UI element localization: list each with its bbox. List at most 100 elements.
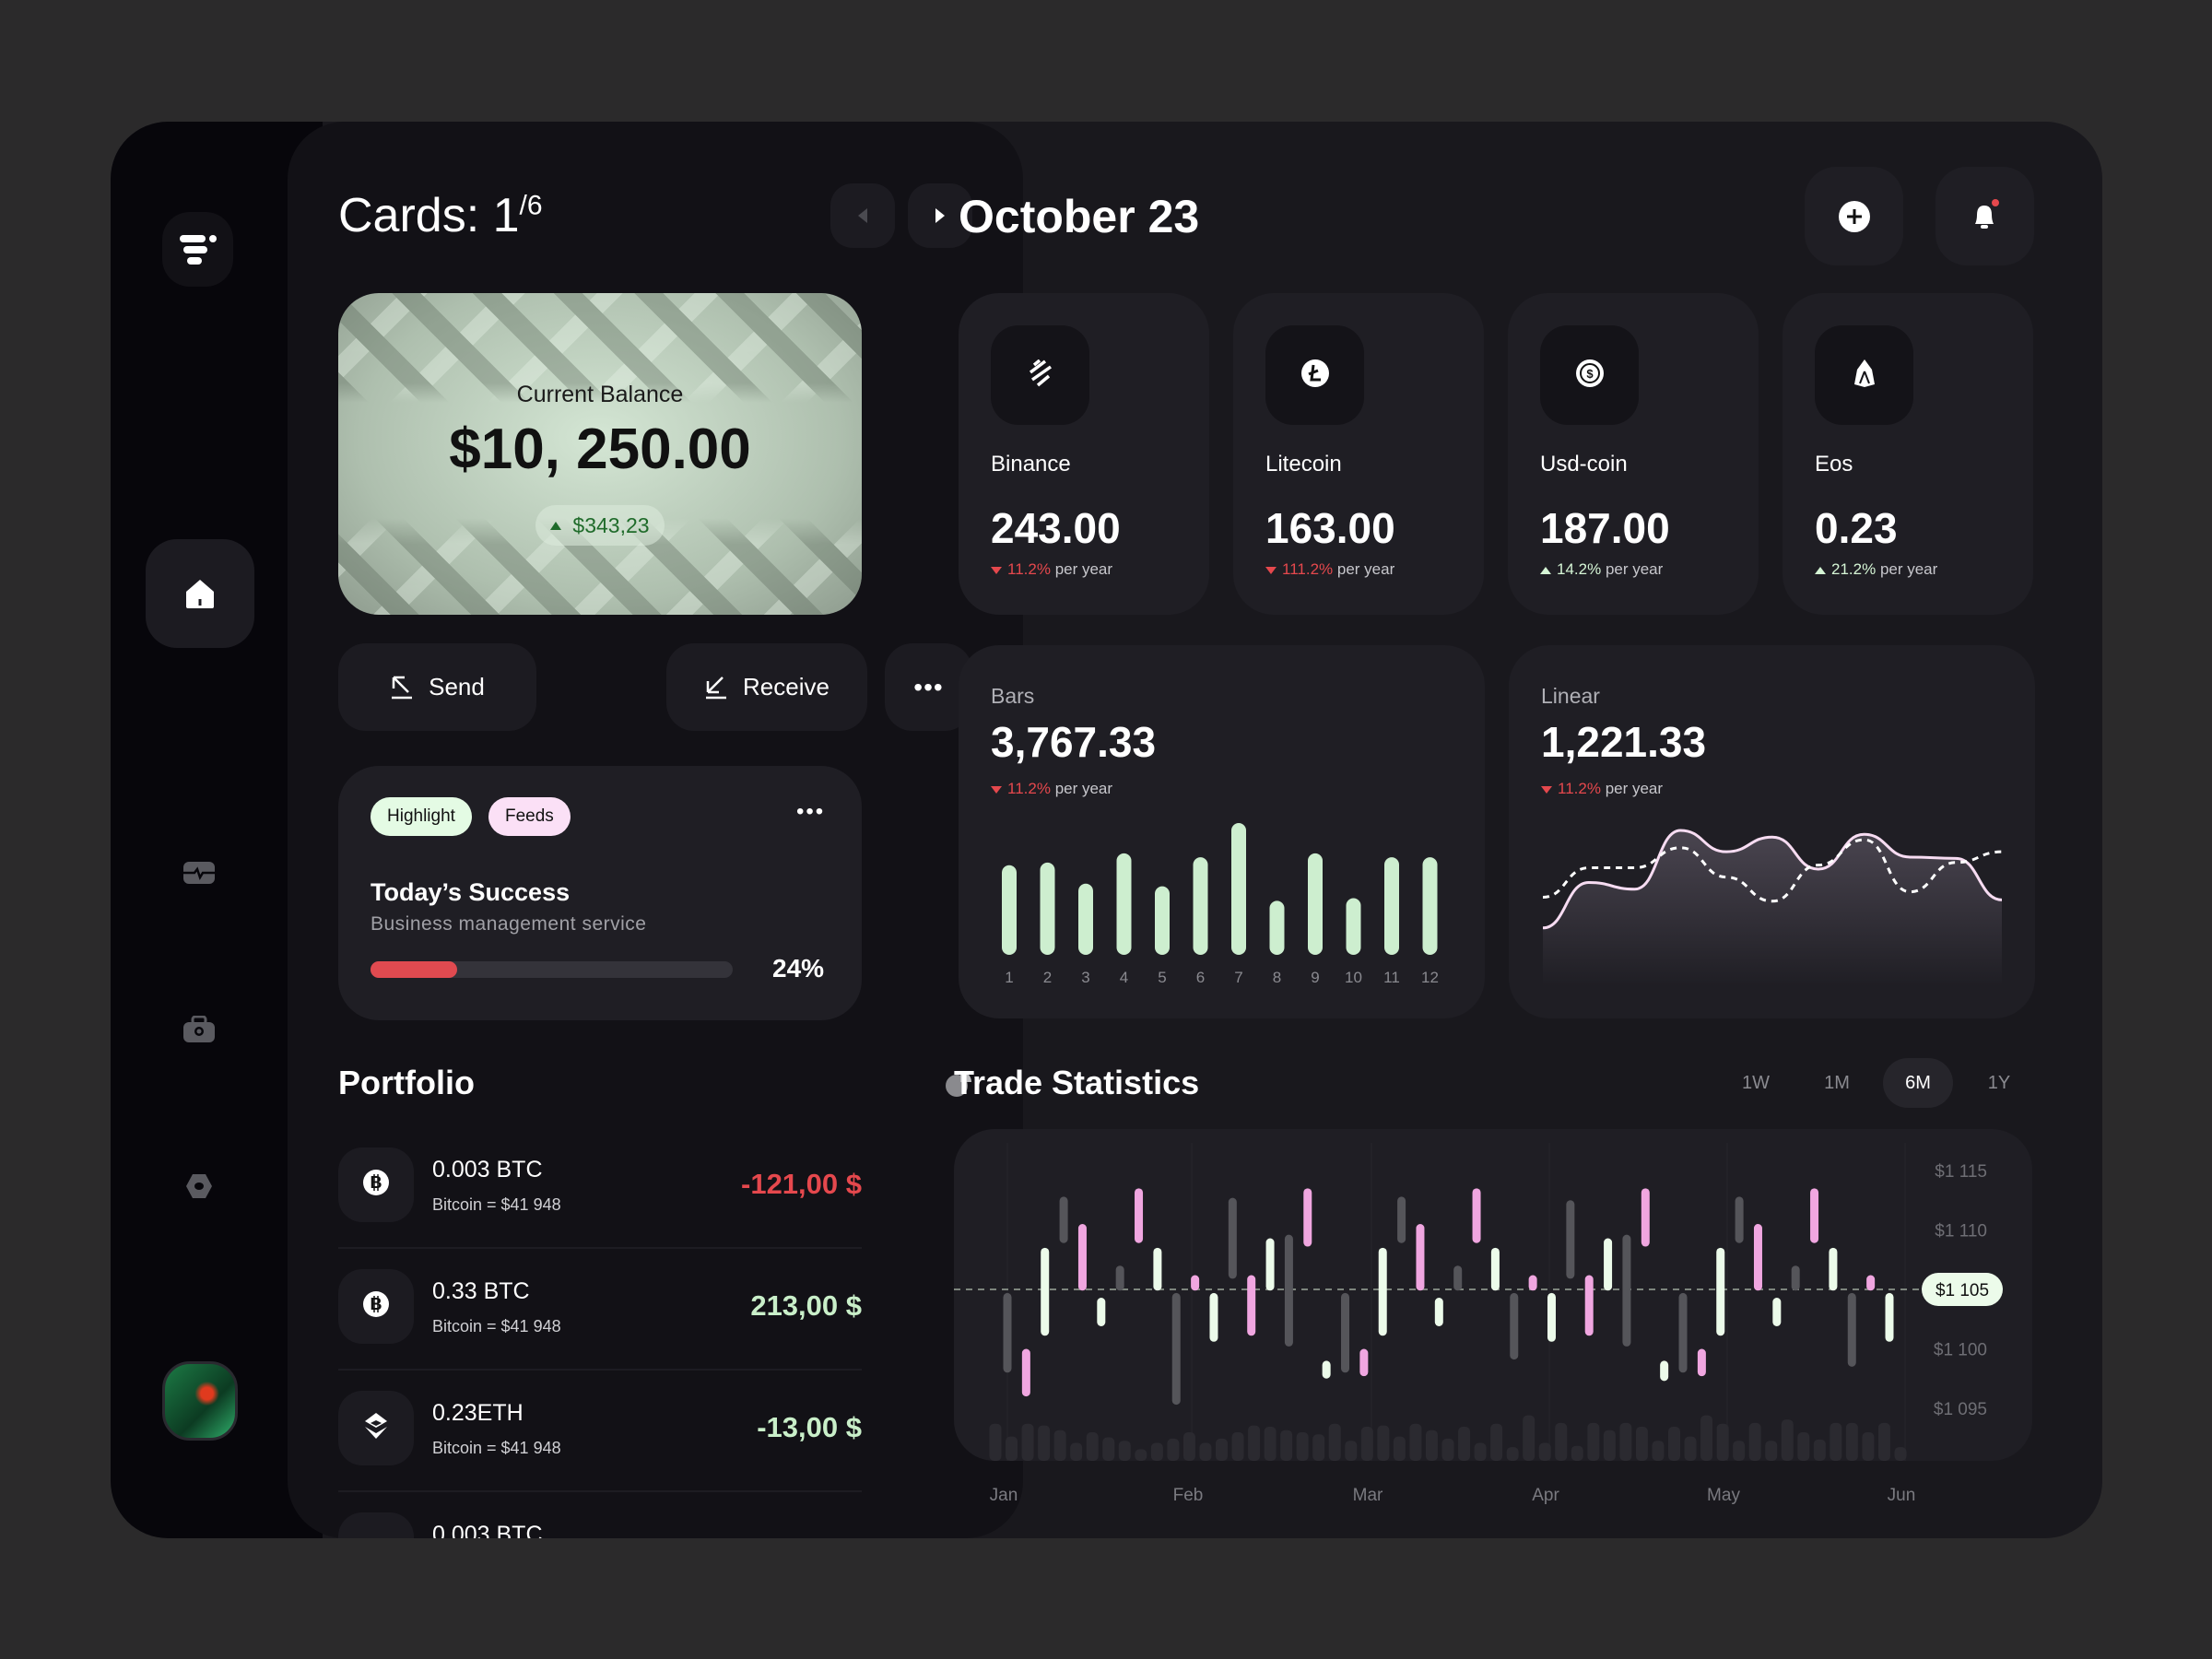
volume-bar bbox=[1086, 1432, 1099, 1461]
bar-tick-label: 11 bbox=[1383, 969, 1400, 986]
portfolio-rate: Bitcoin = $41 948 bbox=[432, 1195, 561, 1214]
candle bbox=[1228, 1197, 1237, 1279]
timeframe-tabs: 1W 1M 6M 1Y bbox=[1721, 1058, 2034, 1108]
more-icon: ••• bbox=[913, 672, 944, 701]
candle bbox=[1510, 1292, 1519, 1360]
line-area bbox=[1543, 830, 2002, 986]
candle bbox=[1847, 1292, 1856, 1367]
triangle-up-icon bbox=[1815, 566, 1826, 574]
y-tick-label: $1 095 bbox=[1934, 1400, 1987, 1419]
candle bbox=[1284, 1234, 1293, 1347]
candle bbox=[1584, 1275, 1594, 1336]
coin-card-litecoin[interactable]: Litecoin 163.00 111.2% per year bbox=[1233, 293, 1484, 615]
bar-tick-label: 5 bbox=[1158, 969, 1166, 986]
candle bbox=[1697, 1348, 1706, 1377]
receive-button[interactable]: Receive bbox=[666, 643, 867, 731]
portfolio-amount: 0.003 BTC bbox=[432, 1522, 543, 1538]
line-series-dashed bbox=[1542, 838, 2003, 903]
bar-tick-label: 8 bbox=[1273, 969, 1281, 986]
volume-bar bbox=[1102, 1437, 1115, 1461]
prev-card-button[interactable] bbox=[830, 183, 895, 248]
coin-card-eos[interactable]: Eos 0.23 21.2% per year bbox=[1783, 293, 2033, 615]
bar-tick-label: 12 bbox=[1421, 969, 1439, 986]
candle bbox=[1434, 1298, 1443, 1326]
bar-tick-label: 10 bbox=[1345, 969, 1362, 986]
logo[interactable] bbox=[162, 212, 233, 287]
success-more-button[interactable]: ••• bbox=[796, 799, 826, 824]
bar bbox=[1078, 883, 1093, 955]
bitcoin-icon: B bbox=[362, 1169, 390, 1201]
tab-6m[interactable]: 6M bbox=[1883, 1058, 1953, 1108]
portfolio-value: -121,00 $ bbox=[741, 1168, 862, 1200]
sidebar-item-briefcase[interactable] bbox=[162, 997, 236, 1062]
bar bbox=[1155, 886, 1170, 955]
volume-bar bbox=[1393, 1436, 1406, 1461]
success-subtitle: Business management service bbox=[371, 913, 647, 935]
sidebar-item-home[interactable] bbox=[146, 539, 254, 648]
card-pattern bbox=[338, 293, 862, 615]
send-button[interactable]: Send bbox=[338, 643, 536, 731]
candle bbox=[1397, 1196, 1406, 1243]
bar bbox=[1116, 853, 1132, 955]
volume-bar bbox=[1845, 1422, 1858, 1461]
coin-icon-box: B bbox=[338, 1147, 414, 1222]
next-card-button[interactable] bbox=[908, 183, 972, 248]
candle bbox=[1528, 1275, 1537, 1291]
portfolio-amount: 0.003 BTC bbox=[432, 1157, 543, 1182]
tab-1y[interactable]: 1Y bbox=[1987, 1072, 2011, 1093]
coin-card-usd-coin[interactable]: $ Usd-coin 187.00 14.2% per year bbox=[1508, 293, 1759, 615]
user-avatar[interactable] bbox=[162, 1361, 238, 1441]
volume-bar bbox=[1312, 1434, 1325, 1461]
volume-bar bbox=[1021, 1423, 1034, 1461]
coin-name: Eos bbox=[1815, 452, 1853, 477]
coin-card-binance[interactable]: Binance 243.00 11.2% per year bbox=[959, 293, 1209, 615]
tag-feeds[interactable]: Feeds bbox=[488, 797, 571, 836]
volume-bar bbox=[1652, 1441, 1665, 1461]
volume-bar bbox=[1216, 1438, 1228, 1461]
volume-bar bbox=[1748, 1422, 1761, 1461]
dashboard-window: Cards: 1/6 Current Balance $10, 250.00 $… bbox=[111, 122, 2102, 1538]
candle bbox=[1753, 1224, 1762, 1291]
candle bbox=[1059, 1196, 1068, 1243]
volume-bar bbox=[1458, 1427, 1471, 1461]
sidebar-item-activity[interactable] bbox=[162, 841, 236, 905]
candle bbox=[1153, 1247, 1162, 1291]
add-button[interactable] bbox=[1805, 167, 1903, 265]
pie-chart-icon[interactable] bbox=[944, 1069, 973, 1099]
litecoin-icon bbox=[1300, 359, 1330, 393]
ethereum-icon bbox=[364, 1412, 388, 1444]
volume-bar bbox=[1118, 1441, 1131, 1461]
divider bbox=[338, 1369, 862, 1371]
portfolio-row[interactable]: B 0.33 BTC Bitcoin = $41 948 213,00 $ bbox=[338, 1269, 862, 1380]
linear-card: Linear 1,221.33 11.2% per year bbox=[1509, 645, 2035, 1018]
candle bbox=[1622, 1234, 1631, 1347]
notifications-button[interactable] bbox=[1936, 167, 2034, 265]
candle bbox=[1791, 1265, 1800, 1291]
volume-bar bbox=[1797, 1432, 1810, 1461]
more-actions-button[interactable]: ••• bbox=[885, 643, 972, 731]
portfolio-row[interactable]: B 0.003 BTC Bitcoin = $41 948 -121,00 $ bbox=[338, 1147, 862, 1258]
success-title: Today’s Success bbox=[371, 878, 571, 906]
bar bbox=[1193, 857, 1208, 955]
bar-tick-label: 3 bbox=[1081, 969, 1089, 986]
balance-card[interactable]: Current Balance $10, 250.00 $343,23 bbox=[338, 293, 862, 615]
bars-card-value: 3,767.33 bbox=[991, 718, 1157, 766]
candle bbox=[1660, 1360, 1669, 1382]
tag-highlight[interactable]: Highlight bbox=[371, 797, 472, 836]
tab-1m[interactable]: 1M bbox=[1824, 1072, 1850, 1093]
eos-icon bbox=[1853, 359, 1876, 393]
triangle-down-icon bbox=[991, 785, 1002, 794]
portfolio-row[interactable]: 0.23ETH Bitcoin = $41 948 -13,00 $ bbox=[338, 1391, 862, 1501]
coin-icon-box bbox=[1815, 325, 1913, 425]
portfolio-row[interactable]: 0.003 BTC bbox=[338, 1512, 862, 1538]
y-tick-label: $1 100 bbox=[1934, 1341, 1987, 1360]
sidebar-item-settings[interactable] bbox=[162, 1154, 236, 1218]
candle bbox=[1359, 1348, 1369, 1377]
svg-text:B: B bbox=[371, 1295, 382, 1313]
candle bbox=[1772, 1298, 1782, 1326]
line-series-solid bbox=[1542, 829, 2003, 930]
coin-name: Litecoin bbox=[1265, 452, 1342, 477]
x-tick-label: May bbox=[1707, 1486, 1740, 1505]
volume-bar bbox=[1409, 1423, 1422, 1461]
tab-1w[interactable]: 1W bbox=[1742, 1072, 1770, 1093]
